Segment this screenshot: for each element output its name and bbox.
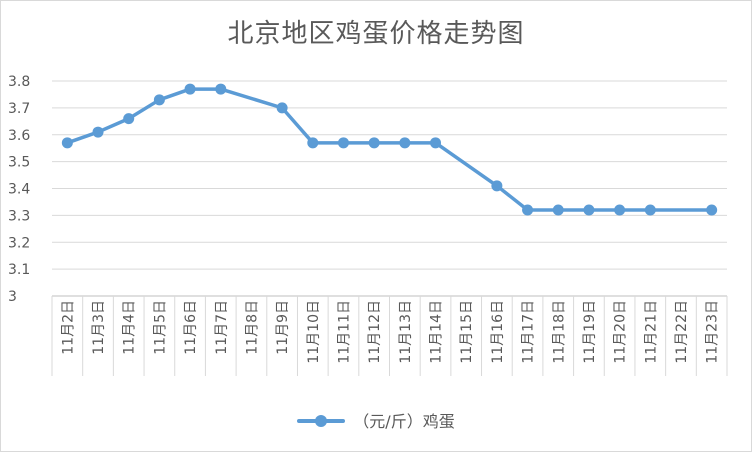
data-point bbox=[368, 137, 380, 149]
data-point bbox=[522, 204, 534, 216]
y-tick-label: 3.5 bbox=[8, 155, 30, 171]
y-tick-label: 3.1 bbox=[8, 262, 30, 278]
series-line bbox=[65, 87, 714, 212]
y-tick-label: 3.8 bbox=[8, 74, 30, 90]
x-tick-label: 11月16日 bbox=[490, 300, 506, 364]
legend: （元/斤）鸡蛋 bbox=[0, 408, 752, 432]
x-tick-label: 11月9日 bbox=[275, 300, 291, 355]
data-point bbox=[307, 137, 319, 149]
x-tick-label: 11月4日 bbox=[122, 300, 138, 355]
data-point bbox=[61, 137, 73, 149]
data-point bbox=[337, 137, 349, 149]
data-point bbox=[276, 102, 288, 114]
y-tick-label: 3.3 bbox=[8, 208, 30, 224]
data-point bbox=[491, 180, 503, 192]
x-tick-label: 11月6日 bbox=[183, 300, 199, 355]
data-point bbox=[644, 204, 656, 216]
y-tick-label: 3.4 bbox=[8, 182, 30, 198]
chart-title: 北京地区鸡蛋价格走势图 bbox=[227, 19, 525, 49]
x-tick-label: 11月3日 bbox=[91, 300, 107, 355]
legend-label: （元/斤）鸡蛋 bbox=[353, 412, 455, 431]
x-tick-label: 11月21日 bbox=[643, 300, 659, 364]
x-tick-label: 11月13日 bbox=[398, 300, 414, 364]
data-point bbox=[706, 204, 718, 216]
data-point bbox=[215, 83, 227, 95]
data-point bbox=[552, 204, 564, 216]
y-tick-label: 3.6 bbox=[8, 128, 30, 144]
data-point bbox=[399, 137, 411, 149]
legend-marker bbox=[297, 411, 346, 429]
x-tick-label: 11月23日 bbox=[705, 300, 721, 364]
data-point bbox=[430, 137, 442, 149]
x-tick-label: 11月7日 bbox=[214, 300, 230, 355]
x-tick-label: 11月12日 bbox=[367, 300, 383, 364]
x-tick-label: 11月15日 bbox=[459, 300, 475, 364]
x-tick-label: 11月18日 bbox=[551, 300, 567, 364]
x-tick-label: 11月11日 bbox=[336, 300, 352, 364]
y-tick-label: 3 bbox=[8, 289, 17, 305]
x-tick-label: 11月2日 bbox=[60, 300, 76, 355]
x-tick-label: 11月10日 bbox=[306, 300, 322, 364]
data-point bbox=[92, 126, 104, 138]
x-tick-label: 11月8日 bbox=[244, 300, 260, 355]
x-tick-label: 11月20日 bbox=[613, 300, 629, 364]
x-tick-label: 11月19日 bbox=[582, 300, 598, 364]
x-tick-label: 11月5日 bbox=[152, 300, 168, 355]
data-point bbox=[153, 94, 165, 106]
data-point bbox=[614, 204, 626, 216]
x-tick-label: 11月22日 bbox=[674, 300, 690, 364]
data-point bbox=[583, 204, 595, 216]
data-point bbox=[123, 113, 135, 125]
x-tick-label: 11月14日 bbox=[429, 300, 445, 364]
data-point bbox=[184, 83, 196, 95]
y-tick-label: 3.2 bbox=[8, 235, 30, 251]
y-tick-label: 3.7 bbox=[8, 101, 30, 117]
x-tick-label: 11月17日 bbox=[521, 300, 537, 364]
